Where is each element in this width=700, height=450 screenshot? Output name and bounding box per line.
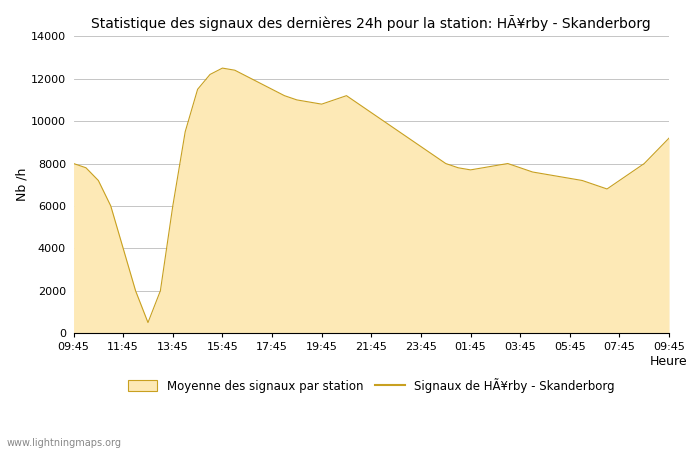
- X-axis label: Heure: Heure: [650, 356, 687, 369]
- Y-axis label: Nb /h: Nb /h: [15, 168, 28, 202]
- Text: www.lightningmaps.org: www.lightningmaps.org: [7, 438, 122, 448]
- Title: Statistique des signaux des dernières 24h pour la station: HÃ¥rby - Skanderborg: Statistique des signaux des dernières 24…: [92, 15, 651, 31]
- Legend: Moyenne des signaux par station, Signaux de HÃ¥rby - Skanderborg: Moyenne des signaux par station, Signaux…: [128, 378, 615, 392]
